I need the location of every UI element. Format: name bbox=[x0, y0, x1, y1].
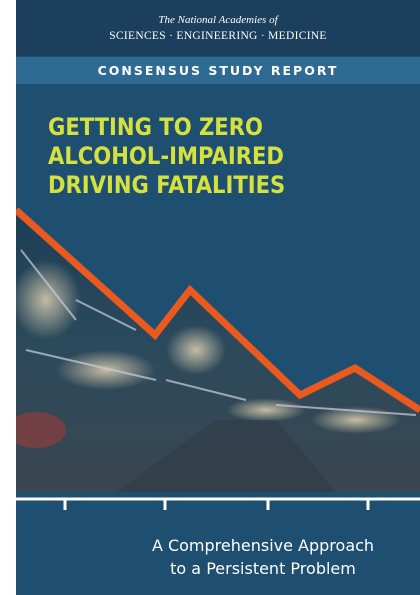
subtitle: A Comprehensive Approach to a Persistent… bbox=[16, 534, 420, 580]
subtitle-line: A Comprehensive Approach bbox=[16, 534, 420, 557]
publisher-line: The National Academies of bbox=[16, 14, 420, 26]
page: The National Academies of SCIENCES · ENG… bbox=[0, 0, 420, 595]
title-line: ALCOHOL-IMPAIRED bbox=[48, 142, 285, 171]
book-cover: The National Academies of SCIENCES · ENG… bbox=[16, 0, 420, 595]
title-line: DRIVING FATALITIES bbox=[48, 171, 285, 200]
title: GETTING TO ZERO ALCOHOL-IMPAIRED DRIVING… bbox=[48, 113, 285, 200]
publisher-line: SCIENCES · ENGINEERING · MEDICINE bbox=[16, 30, 420, 42]
cover-art bbox=[16, 0, 420, 595]
series-label: CONSENSUS STUDY REPORT bbox=[16, 57, 420, 84]
title-line: GETTING TO ZERO bbox=[48, 113, 285, 142]
publisher-header: The National Academies of SCIENCES · ENG… bbox=[16, 0, 420, 56]
subtitle-line: to a Persistent Problem bbox=[16, 557, 420, 580]
